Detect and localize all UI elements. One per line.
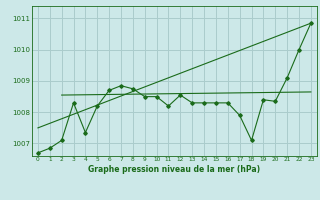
X-axis label: Graphe pression niveau de la mer (hPa): Graphe pression niveau de la mer (hPa) <box>88 165 260 174</box>
